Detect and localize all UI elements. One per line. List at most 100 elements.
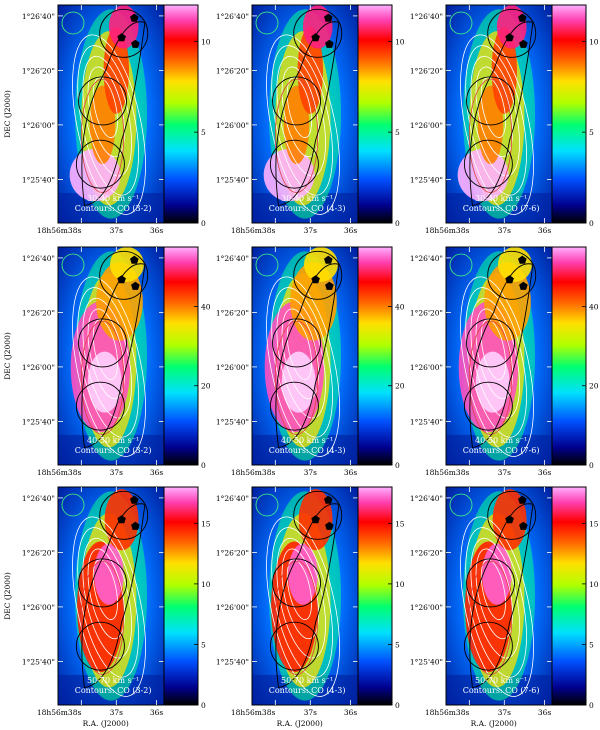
velocity-label: 50-70 km s⁻¹: [475, 676, 527, 685]
emission-peak: [109, 247, 144, 282]
x-axis-title: R.A. (J2000): [277, 719, 323, 728]
secondary-contour: [468, 320, 513, 435]
source-marker: [505, 275, 514, 284]
dec-tick-label: 1°26'40": [410, 12, 443, 21]
velocity-label: 50-70 km s⁻¹: [87, 676, 139, 685]
colorbar-tick-label: 15: [589, 519, 599, 528]
colorbar: [358, 5, 392, 223]
x-axis-title: R.A. (J2000): [83, 719, 129, 728]
contour-line: [460, 34, 534, 215]
dec-tick-label: 1°25'40": [22, 175, 55, 184]
contour-line: [77, 45, 139, 196]
source-marker: [131, 39, 140, 48]
source-marker: [131, 521, 140, 530]
ra-tick-label: 18h56m38s: [231, 468, 276, 477]
dec-tick-label: 1°26'40": [22, 494, 55, 503]
beam-circle: [269, 381, 319, 431]
beam-circle: [269, 621, 319, 671]
dec-tick-label: 1°25'40": [22, 417, 55, 426]
beam-circle: [293, 8, 343, 58]
beam-size-circle: [449, 11, 473, 35]
map-ticks: [252, 247, 358, 465]
ra-tick-label: 18h56m38s: [425, 226, 470, 235]
dec-tick-label: 1°26'40": [410, 254, 443, 263]
dec-tick-label: 1°26'20": [22, 308, 55, 317]
beam-circle: [272, 558, 321, 608]
contour-label: Contours: CO (4-3): [269, 204, 346, 213]
dec-tick-label: 1°26'00": [410, 603, 443, 612]
contour-line: [286, 319, 312, 380]
source-marker: [324, 255, 333, 264]
colorbar-tick-label: 5: [589, 640, 594, 649]
contour-line: [475, 548, 513, 640]
beam-circle: [99, 8, 149, 58]
contour-line: [77, 287, 139, 438]
source-marker: [324, 13, 333, 22]
emission-peak: [497, 247, 532, 282]
contour-line: [460, 276, 534, 457]
dec-tick-label: 1°26'00": [216, 603, 249, 612]
contour-lines: [72, 516, 146, 697]
beam-size-circle: [449, 253, 473, 277]
beam-circle: [78, 318, 127, 368]
dec-tick-label: 1°26'00": [22, 603, 55, 612]
dec-tick-label: 1°26'00": [410, 121, 443, 130]
source-marker: [130, 495, 139, 504]
contour-label: Contours: CO (7-6): [463, 204, 540, 213]
dec-tick-label: 1°26'20": [216, 548, 249, 557]
map-ticks: [252, 5, 358, 223]
dec-tick-label: 1°26'40": [22, 12, 55, 21]
colorbar-tick-label: 5: [201, 640, 206, 649]
ra-tick-label: 37s: [110, 708, 124, 717]
dec-tick-label: 1°26'20": [216, 308, 249, 317]
secondary-contour: [274, 78, 319, 193]
colorbar-frame: [163, 4, 199, 224]
map-ticks: [58, 5, 164, 223]
contour-line: [480, 559, 506, 620]
beam-circle: [463, 139, 513, 189]
ra-tick-label: 37s: [304, 708, 318, 717]
contour-line: [271, 527, 333, 678]
x-axis-title: R.A. (J2000): [471, 719, 517, 728]
velocity-label: 50-70 km s⁻¹: [281, 676, 333, 685]
dec-tick-label: 1°26'00": [216, 363, 249, 372]
ra-tick-label: 37s: [110, 468, 124, 477]
velocity-label: 40-50 km s⁻¹: [87, 436, 139, 445]
colorbar-tick-label: 0: [201, 701, 206, 710]
map-ticks: [446, 5, 552, 223]
contour-line: [281, 548, 319, 640]
velocity-label: 30-40 km s⁻¹: [475, 194, 527, 203]
colorbar-frame: [163, 246, 199, 466]
secondary-contour: [274, 560, 319, 675]
dec-tick-label: 1°25'40": [410, 657, 443, 666]
colorbar-tick-label: 5: [395, 640, 400, 649]
beam-circle: [466, 76, 515, 126]
dec-tick-label: 1°26'00": [410, 363, 443, 372]
dec-tick-label: 1°26'20": [410, 548, 443, 557]
contour-line: [281, 66, 319, 158]
contour-line: [465, 287, 527, 438]
velocity-label: 40-50 km s⁻¹: [281, 436, 333, 445]
contour-lines: [460, 34, 534, 215]
colorbar-tick-label: 10: [201, 580, 211, 589]
dec-tick-label: 1°26'00": [22, 121, 55, 130]
contour-line: [266, 276, 340, 457]
beam-circle: [463, 381, 513, 431]
colorbar: [552, 487, 586, 705]
beam-circle: [78, 76, 127, 126]
dec-tick-label: 1°26'20": [22, 66, 55, 75]
dec-tick-label: 1°26'20": [410, 308, 443, 317]
beam-size-circle: [255, 253, 279, 277]
beam-circle: [293, 490, 343, 540]
colorbar-tick-label: 40: [589, 302, 599, 311]
ra-tick-label: 36s: [538, 468, 552, 477]
contour-label: Contours: CO (3-2): [75, 446, 152, 455]
colorbar-tick-label: 0: [395, 461, 400, 470]
colorbar-tick-label: 10: [589, 580, 599, 589]
dec-tick-label: 1°26'40": [216, 494, 249, 503]
source-marker: [117, 33, 126, 42]
colorbar-tick-label: 40: [201, 302, 211, 311]
source-marker: [117, 515, 126, 524]
channel-map-panel: 1°26'40" 1°26'20" 1°26'00" 1°25'40" 18h56m38…: [22, 4, 211, 235]
colorbar-tick-label: 0: [395, 219, 400, 228]
